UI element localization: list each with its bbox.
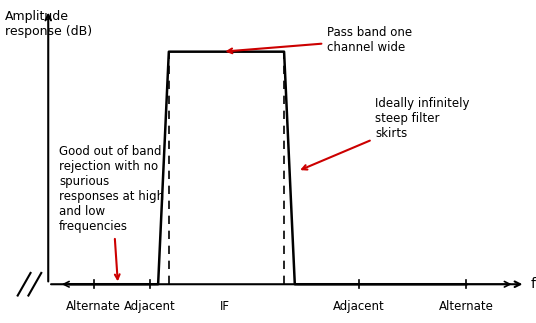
Text: f: f (531, 277, 535, 291)
Text: Good out of band
rejection with no
spurious
responses at high
and low
frequencie: Good out of band rejection with no spuri… (59, 145, 164, 279)
Text: IF: IF (220, 300, 230, 313)
Text: Adjacent: Adjacent (124, 300, 176, 313)
Text: Adjacent: Adjacent (333, 300, 385, 313)
Text: Alternate: Alternate (66, 300, 121, 313)
Text: Pass band one
channel wide: Pass band one channel wide (227, 26, 412, 54)
Text: Ideally infinitely
steep filter
skirts: Ideally infinitely steep filter skirts (302, 97, 470, 170)
Text: Alternate: Alternate (439, 300, 494, 313)
Text: Amplitude
response (dB): Amplitude response (dB) (5, 10, 93, 38)
